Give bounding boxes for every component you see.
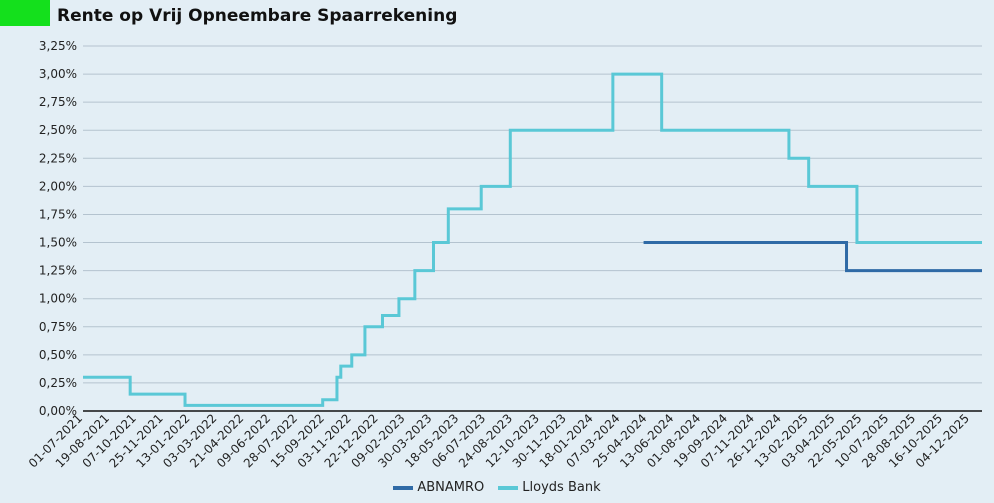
legend-swatch	[498, 485, 519, 490]
y-tick-label: 2,25%	[39, 151, 77, 165]
y-tick-label: 0,00%	[39, 404, 77, 418]
y-tick-label: 2,75%	[39, 95, 77, 109]
y-tick-label: 3,00%	[39, 67, 77, 81]
y-tick-label: 1,50%	[39, 236, 77, 250]
legend-label: ABNAMRO	[417, 480, 485, 495]
series-line-abnamro	[643, 241, 982, 273]
legend-label: Lloyds Bank	[522, 480, 601, 495]
y-tick-label: 3,25%	[39, 39, 77, 53]
chart-title: Rente op Vrij Opneembare Spaarrekening	[57, 6, 458, 26]
series-line-lloyds-bank	[83, 72, 982, 407]
legend: ABNAMRO Lloyds Bank	[0, 480, 994, 495]
legend-swatch	[393, 485, 414, 490]
y-tick-label: 2,00%	[39, 179, 77, 193]
y-tick-label: 0,50%	[39, 348, 77, 362]
y-tick-label: 1,25%	[39, 264, 77, 278]
legend-item: ABNAMRO	[393, 480, 484, 495]
legend-item: Lloyds Bank	[498, 480, 601, 495]
y-tick-label: 1,75%	[39, 207, 77, 221]
y-tick-label: 0,25%	[39, 376, 77, 390]
y-tick-label: 2,50%	[39, 123, 77, 137]
y-tick-label: 1,00%	[39, 292, 77, 306]
logo	[0, 0, 50, 26]
y-tick-label: 0,75%	[39, 320, 77, 334]
